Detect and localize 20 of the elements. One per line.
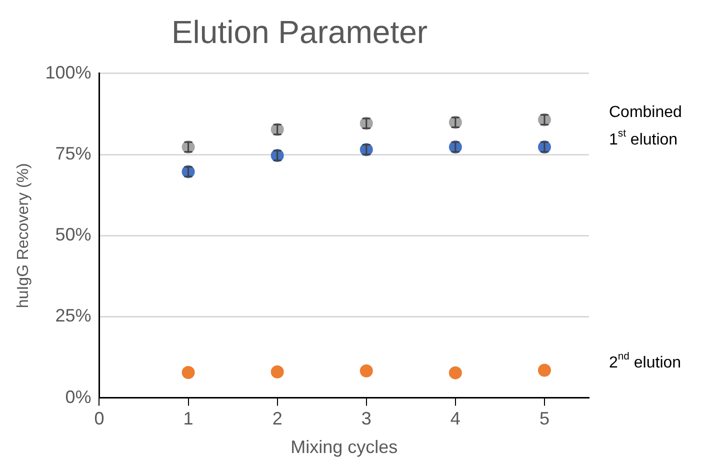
point	[538, 364, 551, 377]
x-axis-title: Mixing cycles	[290, 437, 398, 458]
y-tick-label: 50%	[55, 224, 92, 245]
point	[360, 364, 373, 378]
x-tick-label: 4	[450, 408, 460, 429]
x-tick-label: 5	[539, 408, 550, 429]
y-axis-title: huIgG Recovery (%)	[15, 163, 32, 308]
x-tick-label: 2	[272, 408, 282, 429]
x-tick-label: 3	[361, 408, 372, 429]
y-tick-label: 25%	[55, 306, 92, 326]
y-tick-label: 100%	[45, 62, 92, 82]
chart-title: Elution Parameter	[171, 14, 428, 50]
x-tick-label: 0	[94, 408, 104, 429]
point	[182, 366, 195, 379]
y-tick-label: 0%	[65, 386, 92, 407]
y-tick-label: 75%	[55, 143, 92, 164]
point	[448, 366, 462, 380]
x-tick-label: 1	[183, 408, 194, 429]
point	[270, 365, 284, 378]
text: Combined	[609, 104, 682, 122]
